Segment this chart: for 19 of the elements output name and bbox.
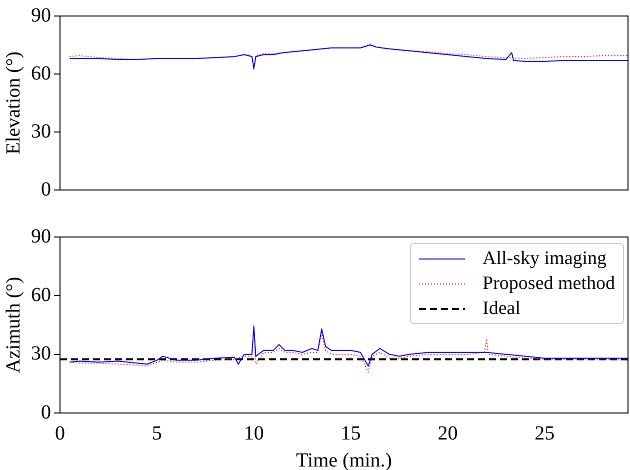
x-tick-label: 20	[438, 422, 458, 444]
y-tick-label: 60	[31, 284, 51, 306]
y-tick-label: 0	[41, 401, 51, 424]
x-tick-label: 5	[152, 422, 162, 444]
legend-label: All-sky imaging	[482, 248, 607, 270]
x-tick-label: 15	[340, 422, 361, 444]
y-tick-label: 90	[31, 4, 51, 26]
y-tick-label: 0	[41, 178, 51, 200]
y-axis-title: Elevation (°)	[2, 52, 24, 154]
y-tick-label: 60	[31, 62, 51, 84]
y-tick-label: 30	[31, 342, 51, 365]
legend-label: Ideal	[482, 298, 521, 320]
legend-label: Proposed method	[482, 272, 615, 294]
y-tick-label: 90	[31, 225, 51, 248]
x-tick-label: 0	[55, 422, 65, 444]
y-tick-label: 30	[31, 120, 51, 142]
y-axis-title: Azimuth (°)	[2, 276, 24, 374]
x-tick-label: 25	[534, 422, 555, 444]
x-tick-label: 10	[244, 422, 264, 444]
